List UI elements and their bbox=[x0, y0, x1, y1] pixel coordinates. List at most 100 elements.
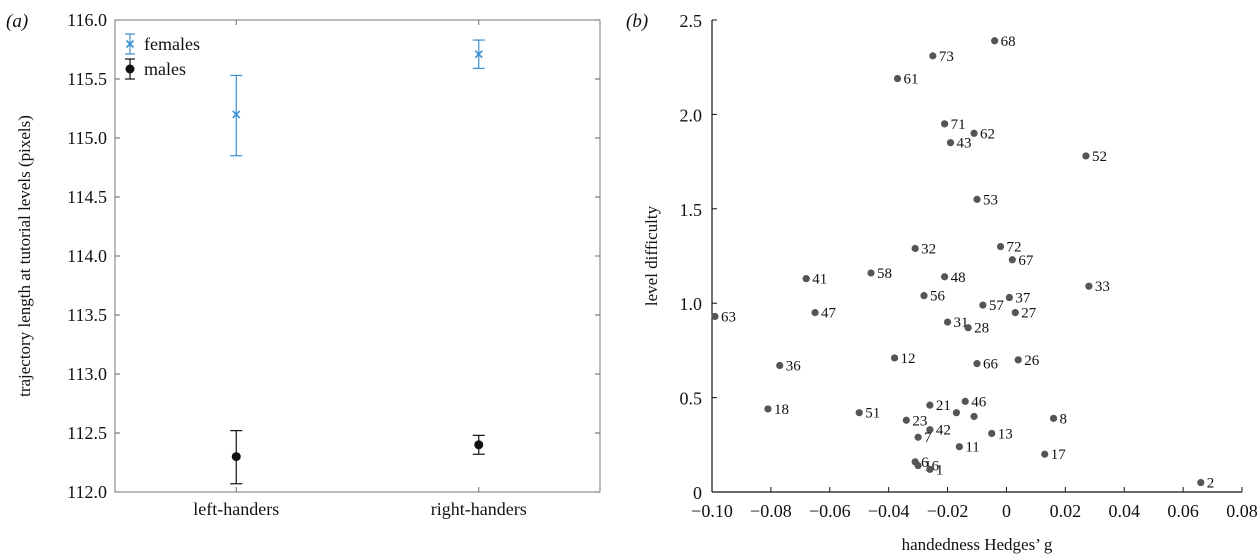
b-xtick-label: −0.08 bbox=[750, 501, 792, 521]
a-ytick-label: 115.5 bbox=[67, 69, 107, 89]
a-ytick-label: 112.0 bbox=[67, 482, 107, 502]
b-xtick-label: 0.06 bbox=[1167, 501, 1199, 521]
b-point-label: 52 bbox=[1092, 149, 1107, 165]
a-xtick-label: left-handers bbox=[193, 499, 279, 519]
b-point-label: 46 bbox=[971, 394, 987, 410]
b-point-label: 13 bbox=[998, 426, 1013, 442]
panel-a-series bbox=[230, 39, 485, 485]
b-point bbox=[893, 74, 902, 83]
b-point-label: 53 bbox=[983, 192, 998, 208]
b-point bbox=[996, 242, 1005, 251]
b-point bbox=[914, 433, 922, 441]
b-point bbox=[902, 416, 910, 424]
a-ytick-label: 112.5 bbox=[67, 423, 107, 443]
b-point-label: 32 bbox=[921, 241, 936, 257]
b-point bbox=[1041, 450, 1049, 458]
b-point bbox=[955, 443, 963, 451]
b-point-label: 48 bbox=[951, 270, 966, 286]
b-ytick-label: 2.5 bbox=[680, 11, 703, 31]
b-point-label: 12 bbox=[901, 351, 916, 367]
b-point bbox=[929, 52, 937, 60]
b-point bbox=[926, 465, 934, 473]
a-point-males bbox=[231, 452, 241, 462]
b-point-label: 57 bbox=[989, 298, 1005, 314]
a-legend-label: females bbox=[144, 34, 200, 54]
b-point-label: 23 bbox=[912, 413, 927, 429]
b-point-label: 58 bbox=[877, 266, 892, 282]
b-point-label: 61 bbox=[904, 72, 919, 88]
b-point-label: 27 bbox=[1021, 306, 1037, 322]
a-ytick-label: 113.0 bbox=[67, 364, 107, 384]
b-point-label: 33 bbox=[1095, 279, 1110, 295]
a-ytick-label: 113.5 bbox=[67, 305, 107, 325]
b-xtick-label: −0.02 bbox=[927, 501, 969, 521]
b-point-label: 42 bbox=[936, 423, 951, 439]
a-ytick-label: 114.5 bbox=[67, 187, 107, 207]
b-point bbox=[973, 195, 981, 203]
b-point-label: 68 bbox=[1001, 34, 1016, 50]
b-point bbox=[946, 139, 955, 147]
b-point-label: 41 bbox=[812, 272, 827, 288]
b-point bbox=[855, 409, 863, 417]
b-point-label: 47 bbox=[821, 306, 837, 322]
b-point bbox=[711, 312, 719, 321]
b-point-label: 36 bbox=[786, 359, 802, 375]
a-point-females bbox=[232, 110, 241, 119]
b-point bbox=[926, 401, 934, 409]
b-point-label: 17 bbox=[1051, 447, 1067, 463]
panel-b-y-axis-title: level difficulty bbox=[642, 205, 661, 306]
b-point-label: 67 bbox=[1018, 253, 1033, 269]
panel-a-label: (a) bbox=[6, 11, 28, 32]
a-legend-marker bbox=[125, 64, 135, 74]
b-point bbox=[979, 301, 987, 309]
b-point bbox=[926, 426, 934, 434]
b-xtick-label: 0.02 bbox=[1050, 501, 1082, 521]
a-series-females bbox=[230, 39, 485, 157]
b-ytick-label: 2.0 bbox=[680, 105, 703, 125]
b-point bbox=[964, 324, 972, 332]
a-point-males bbox=[474, 440, 484, 450]
a-series-males bbox=[230, 430, 485, 485]
b-point bbox=[1014, 356, 1022, 364]
b-ytick-label: 0.5 bbox=[680, 389, 703, 409]
b-point bbox=[973, 360, 981, 368]
panel-a: (a) 112.0112.5113.0113.5114.0114.5115.01… bbox=[6, 10, 601, 519]
panel-b-x-axis-title: handedness Hedges’ g bbox=[902, 535, 1053, 554]
b-xtick-label: −0.04 bbox=[868, 501, 910, 521]
b-point bbox=[991, 37, 999, 45]
b-point-label: 8 bbox=[1060, 411, 1068, 427]
b-point bbox=[914, 461, 922, 470]
b-point bbox=[911, 244, 919, 253]
b-point bbox=[988, 429, 996, 438]
b-xtick-label: 0 bbox=[1002, 501, 1011, 521]
b-ytick-label: 1.0 bbox=[680, 294, 703, 314]
b-point bbox=[764, 405, 772, 413]
b-point bbox=[776, 361, 784, 370]
b-point bbox=[1085, 282, 1093, 290]
b-point bbox=[952, 409, 960, 417]
b-point-label: 21 bbox=[936, 398, 951, 414]
panel-b-y-ticks: 0 0.5 1.0 1.5 2.0 2.5 bbox=[680, 11, 717, 503]
b-xtick-label: −0.10 bbox=[691, 501, 733, 521]
a-legend-item-males: males bbox=[125, 58, 186, 80]
panel-b: (b) 0 0.5 1.0 1.5 2.0 2.5 −0.10 −0.08 −0.06 −0.0… bbox=[626, 11, 1258, 554]
b-point bbox=[941, 120, 949, 128]
panel-a-plot-frame bbox=[114, 19, 601, 493]
b-point-label: 51 bbox=[865, 406, 880, 422]
b-point-label: 2 bbox=[1207, 476, 1215, 492]
a-ytick-label: 116.0 bbox=[67, 10, 107, 30]
a-legend-label: males bbox=[144, 59, 186, 79]
b-point-label: 66 bbox=[983, 357, 999, 373]
a-legend-item-females: females bbox=[125, 33, 200, 55]
b-point bbox=[867, 269, 875, 277]
b-point bbox=[970, 129, 978, 137]
panel-a-x-ticks: left-handers right-handers bbox=[193, 20, 527, 519]
b-point-label: 37 bbox=[1015, 291, 1031, 307]
b-point bbox=[943, 318, 952, 326]
b-point bbox=[1197, 478, 1205, 487]
b-point-label: 62 bbox=[980, 126, 995, 142]
b-point bbox=[970, 412, 978, 421]
b-point-label: 28 bbox=[974, 321, 989, 337]
b-point bbox=[1008, 256, 1016, 264]
